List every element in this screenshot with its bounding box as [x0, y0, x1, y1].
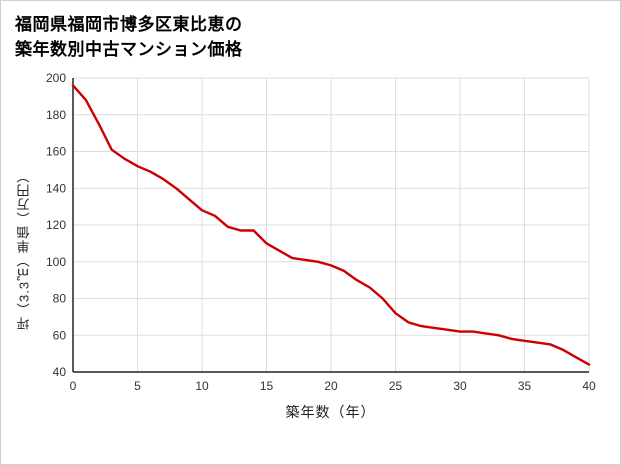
x-tick-label: 15 — [260, 379, 274, 393]
x-tick-label: 10 — [195, 379, 209, 393]
y-tick-label: 180 — [46, 108, 66, 122]
chart-title-line1: 福岡県福岡市博多区東比恵の — [15, 15, 243, 34]
x-tick-label: 35 — [518, 379, 532, 393]
y-tick-label: 140 — [46, 182, 66, 196]
x-tick-label: 30 — [453, 379, 467, 393]
x-tick-label: 0 — [70, 379, 77, 393]
y-tick-label: 80 — [53, 292, 67, 306]
y-tick-label: 160 — [46, 145, 66, 159]
y-axis-title: 坪（3.3㎡）単価（万円） — [16, 168, 32, 330]
y-tick-label: 100 — [46, 255, 66, 269]
y-tick-label: 200 — [46, 71, 66, 85]
x-axis-title: 築年数（年） — [285, 404, 376, 421]
price-line — [71, 84, 591, 367]
y-tick-label: 120 — [46, 218, 66, 232]
x-tick-label: 20 — [324, 379, 338, 393]
chart-area: 坪（3.3㎡）単価（万円） 40 60 80 100 120 140 160 180 200 0 5… — [11, 70, 610, 402]
chart-title: 福岡県福岡市博多区東比恵の 築年数別中古マンション価格 — [15, 13, 610, 62]
chart-title-line2: 築年数別中古マンション価格 — [15, 39, 243, 59]
x-tick-label: 40 — [582, 379, 596, 393]
y-tick-label: 60 — [53, 329, 67, 343]
x-tick-label: 5 — [134, 379, 141, 393]
x-tick-label: 25 — [389, 379, 403, 393]
line-chart: 40 60 80 100 120 140 160 180 200 0 5 10 15 20 25 30 35 40 — [46, 71, 596, 393]
y-tick-label: 40 — [53, 365, 67, 379]
